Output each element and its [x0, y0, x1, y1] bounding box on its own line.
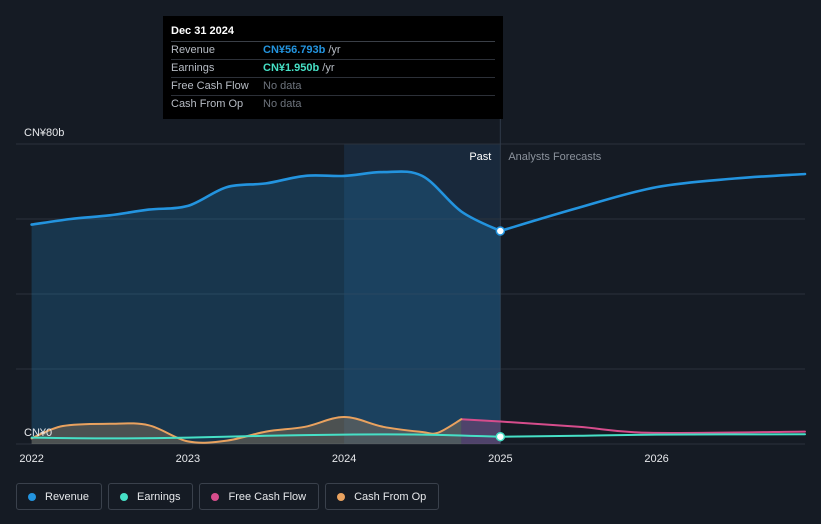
tooltip-value: No data — [263, 98, 302, 110]
tooltip-date: Dec 31 2024 — [171, 22, 495, 42]
legend-label: Cash From Op — [354, 490, 427, 503]
tooltip-value: CN¥1.950b — [263, 62, 320, 74]
tooltip-row-free-cash-flow: Free Cash Flow No data — [171, 78, 495, 96]
revenue-past-line — [30, 170, 502, 233]
past-label: Past — [469, 151, 491, 163]
tooltip-label: Revenue — [171, 44, 216, 56]
legend-label: Revenue — [45, 490, 90, 503]
x-tick-label: 2024 — [332, 453, 356, 465]
data-tooltip: Dec 31 2024 Revenue CN¥56.793b /yr Earni… — [163, 16, 503, 119]
cash-from-op-area — [31, 417, 462, 444]
tooltip-value: No data — [263, 80, 302, 92]
legend-dot-icon — [211, 492, 220, 501]
tooltip-value: CN¥56.793b — [263, 44, 326, 56]
tooltip-label: Earnings — [171, 62, 215, 74]
legend-dot-icon — [337, 492, 346, 501]
legend-item-revenue[interactable]: Revenue — [16, 483, 103, 510]
x-tick-label: 2026 — [644, 453, 668, 465]
revenue-area-fill — [31, 171, 501, 444]
legend-dot-icon — [120, 492, 129, 501]
free-cash-flow-forecast-line — [499, 420, 806, 434]
tooltip-row-cash-from-op: Cash From Op No data — [171, 96, 495, 113]
free-cash-flow-past-line — [460, 418, 502, 423]
y-axis-zero-label: CN¥0 — [24, 427, 52, 439]
tooltip-unit: /yr — [328, 44, 341, 56]
tooltip-row-revenue: Revenue CN¥56.793b /yr — [171, 42, 495, 60]
free-cash-flow-area — [461, 419, 501, 444]
earnings-forecast-line — [499, 433, 806, 438]
forecast-label: Analysts Forecasts — [508, 151, 601, 163]
x-tick-label: 2025 — [488, 453, 512, 465]
tooltip-row-earnings: Earnings CN¥1.950b /yr — [171, 60, 495, 78]
earnings-marker — [495, 431, 506, 442]
legend-item-free-cash-flow[interactable]: Free Cash Flow — [199, 483, 320, 510]
y-axis-top-label: CN¥80b — [24, 127, 64, 139]
x-tick-label: 2023 — [176, 453, 200, 465]
revenue-forecast-line — [499, 172, 807, 233]
tooltip-label: Free Cash Flow — [171, 80, 249, 92]
legend-label: Free Cash Flow — [228, 490, 307, 503]
earnings-past-line — [30, 433, 502, 440]
tooltip-label: Cash From Op — [171, 98, 244, 110]
legend-label: Earnings — [137, 490, 181, 503]
x-tick-label: 2022 — [19, 453, 43, 465]
revenue-marker — [495, 226, 506, 236]
tooltip-unit: /yr — [322, 62, 335, 74]
legend-item-earnings[interactable]: Earnings — [108, 483, 194, 510]
cash-from-op-past-line — [30, 415, 463, 444]
legend-dot-icon — [28, 492, 36, 501]
chart-legend: Revenue Earnings Free Cash Flow Cash Fro… — [16, 483, 445, 510]
legend-item-cash-from-op[interactable]: Cash From Op — [325, 483, 440, 510]
